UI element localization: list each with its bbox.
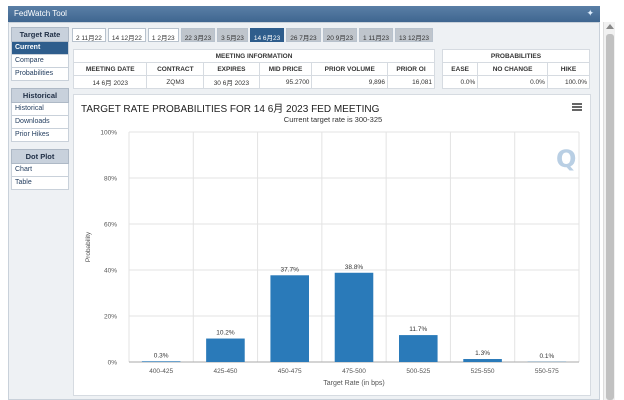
bar bbox=[270, 275, 309, 362]
column-header: MID PRICE bbox=[258, 62, 313, 76]
bar bbox=[463, 359, 502, 362]
probabilities-header: PROBABILITIES bbox=[442, 49, 590, 63]
x-tick-label: 425-450 bbox=[213, 368, 237, 375]
sidebar-header-target-rate: Target Rate bbox=[11, 27, 69, 42]
x-tick-label: 450-475 bbox=[278, 368, 302, 375]
chart-title: TARGET RATE PROBABILITIES FOR 14 6月 2023… bbox=[81, 104, 380, 115]
x-tick-label: 525-550 bbox=[471, 368, 495, 375]
sidebar-item-table[interactable]: Table bbox=[11, 177, 69, 190]
sidebar-item-compare[interactable]: Compare bbox=[11, 55, 69, 68]
prior-oi-cell: 16,081 bbox=[387, 75, 435, 89]
meeting-tabs: 2 11月22 14 12月22 1 2月23 22 3月23 3 5月23 1… bbox=[72, 28, 435, 42]
mid-price-cell: 95.2700 bbox=[258, 75, 313, 89]
column-header: MEETING DATE bbox=[72, 62, 148, 76]
column-header: PRIOR VOLUME bbox=[311, 62, 389, 76]
bar bbox=[141, 361, 181, 362]
prior-volume-cell: 9,896 bbox=[311, 75, 389, 89]
ease-cell: 0.0% bbox=[441, 75, 479, 89]
y-tick-label: 60% bbox=[104, 222, 117, 229]
no-change-cell: 0.0% bbox=[477, 75, 548, 89]
tab-meeting[interactable]: 1 11月23 bbox=[359, 28, 393, 42]
expires-cell: 30 6月 2023 bbox=[203, 75, 260, 89]
tab-meeting[interactable]: 1 2月23 bbox=[147, 28, 179, 42]
contract-cell: ZQM3 bbox=[146, 75, 205, 89]
x-axis-title: Target Rate (in bps) bbox=[323, 380, 384, 387]
tab-meeting[interactable]: 14 12月22 bbox=[107, 28, 146, 42]
sidebar-item-chart[interactable]: Chart bbox=[11, 164, 69, 177]
app-title: FedWatch Tool bbox=[14, 9, 67, 18]
chart-panel: TARGET RATE PROBABILITIES FOR 14 6月 2023… bbox=[73, 94, 591, 396]
sidebar-header-historical: Historical bbox=[11, 88, 69, 103]
tab-meeting[interactable]: 2 11月22 bbox=[72, 28, 106, 42]
meeting-date-cell: 14 6月 2023 bbox=[72, 75, 148, 89]
sidebar-item-historical[interactable]: Historical bbox=[11, 103, 69, 116]
data-label: 38.8% bbox=[345, 264, 364, 271]
hike-cell: 100.0% bbox=[546, 75, 591, 89]
data-label: 1.3% bbox=[475, 350, 490, 357]
column-header: EXPIRES bbox=[203, 62, 260, 76]
app-titlebar: FedWatch Tool ✦ bbox=[8, 6, 600, 22]
y-tick-label: 80% bbox=[104, 176, 117, 183]
tab-meeting[interactable]: 22 3月23 bbox=[180, 28, 216, 42]
sidebar-item-downloads[interactable]: Downloads bbox=[11, 116, 69, 129]
y-tick-label: 40% bbox=[104, 268, 117, 275]
x-tick-label: 400-425 bbox=[149, 368, 173, 375]
twitter-icon[interactable]: ✦ bbox=[586, 8, 594, 18]
y-tick-label: 100% bbox=[100, 130, 117, 137]
meeting-information-header: MEETING INFORMATION bbox=[73, 49, 435, 63]
sidebar: Target Rate Current Compare Probabilitie… bbox=[11, 27, 69, 190]
chart-subtitle: Current target rate is 300-325 bbox=[283, 115, 383, 124]
scrollbar-thumb[interactable] bbox=[606, 34, 614, 400]
column-header: NO CHANGE bbox=[477, 62, 548, 76]
column-header: CONTRACT bbox=[146, 62, 205, 76]
probabilities-table: PROBABILITIES EASE NO CHANGE HIKE 0.0% 0… bbox=[441, 49, 591, 89]
sidebar-item-prior-hikes[interactable]: Prior Hikes bbox=[11, 129, 69, 142]
y-tick-label: 0% bbox=[108, 360, 118, 367]
sidebar-header-dot-plot: Dot Plot bbox=[11, 149, 69, 164]
bar bbox=[399, 335, 438, 362]
tab-meeting-selected[interactable]: 14 6月23 bbox=[249, 28, 285, 42]
data-label: 0.1% bbox=[539, 353, 554, 360]
x-tick-label: 475-500 bbox=[342, 368, 366, 375]
hamburger-menu-icon[interactable] bbox=[572, 103, 582, 111]
tab-meeting[interactable]: 20 9月23 bbox=[322, 28, 358, 42]
x-tick-label: 500-525 bbox=[406, 368, 430, 375]
quikstrike-logo: Q bbox=[556, 145, 577, 173]
data-label: 11.7% bbox=[409, 326, 427, 333]
data-label: 0.3% bbox=[154, 352, 169, 359]
scroll-up-arrow-icon[interactable] bbox=[606, 24, 614, 29]
data-label: 37.7% bbox=[280, 266, 299, 273]
data-label: 10.2% bbox=[216, 330, 235, 337]
sidebar-item-current[interactable]: Current bbox=[11, 42, 69, 55]
meeting-information-table: MEETING INFORMATION MEETING DATE CONTRAC… bbox=[72, 49, 435, 89]
column-header: EASE bbox=[441, 62, 479, 76]
y-tick-label: 20% bbox=[104, 314, 117, 321]
column-header: PRIOR OI bbox=[387, 62, 435, 76]
bar bbox=[334, 272, 374, 362]
y-axis-title: Probability bbox=[85, 231, 92, 262]
sidebar-item-probabilities[interactable]: Probabilities bbox=[11, 68, 69, 81]
column-header: HIKE bbox=[546, 62, 591, 76]
tab-meeting[interactable]: 3 5月23 bbox=[217, 28, 248, 42]
vertical-scrollbar[interactable] bbox=[603, 22, 615, 400]
tab-meeting[interactable]: 13 12月23 bbox=[394, 28, 433, 42]
bar bbox=[206, 338, 245, 362]
bar-chart: 0% 20% 40% 60% 80% 100% 0.3% 400-425 10.2% 425-45… bbox=[85, 130, 580, 387]
x-tick-label: 550-575 bbox=[535, 368, 559, 375]
tab-meeting[interactable]: 26 7月23 bbox=[286, 28, 321, 42]
